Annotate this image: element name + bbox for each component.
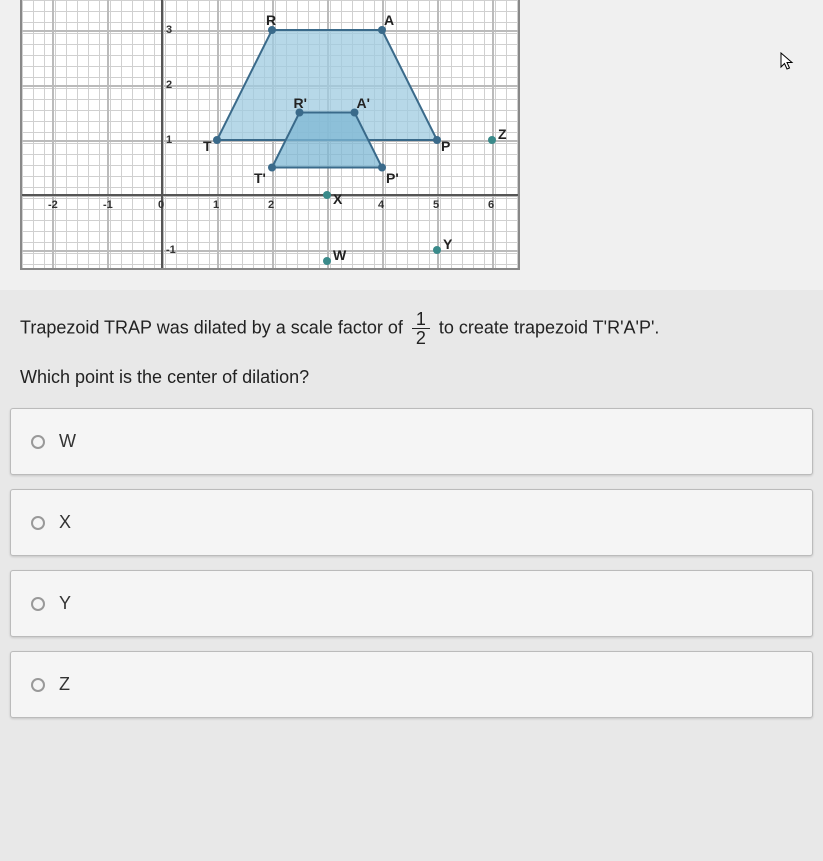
fraction-numerator: 1 (412, 310, 430, 329)
radio-icon (31, 516, 45, 530)
radio-icon (31, 597, 45, 611)
option-label: W (59, 431, 76, 452)
coordinate-grid: -2-1012456-2-112345TRAPT'R'A'P'XWYZ (20, 0, 520, 270)
question-suffix: to create trapezoid T'R'A'P'. (439, 317, 660, 337)
option-label: Z (59, 674, 70, 695)
scale-factor-fraction: 1 2 (412, 310, 430, 347)
fraction-denominator: 2 (412, 329, 430, 347)
option-label: X (59, 512, 71, 533)
option-y[interactable]: Y (10, 570, 813, 637)
radio-icon (31, 435, 45, 449)
options-list: W X Y Z (0, 408, 823, 718)
top-section: -2-1012456-2-112345TRAPT'R'A'P'XWYZ (0, 0, 823, 290)
option-x[interactable]: X (10, 489, 813, 556)
sub-question: Which point is the center of dilation? (0, 357, 823, 408)
question-text: Trapezoid TRAP was dilated by a scale fa… (0, 290, 823, 357)
radio-icon (31, 678, 45, 692)
option-label: Y (59, 593, 71, 614)
cursor-icon (780, 52, 796, 72)
option-z[interactable]: Z (10, 651, 813, 718)
question-prefix: Trapezoid TRAP was dilated by a scale fa… (20, 317, 408, 337)
option-w[interactable]: W (10, 408, 813, 475)
